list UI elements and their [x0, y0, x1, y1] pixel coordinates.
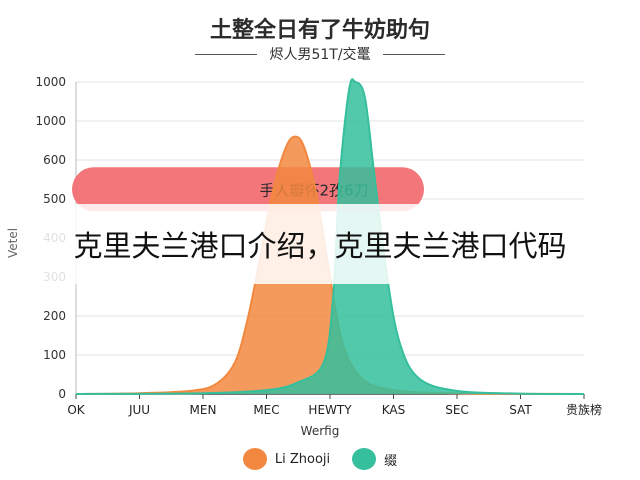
legend-swatch-series-2 — [352, 448, 377, 470]
x-tick-label: JUU — [128, 403, 150, 417]
x-tick-label: 贵族榜 — [566, 402, 602, 417]
y-tick-label: 1000 — [35, 75, 66, 89]
legend-item-series-2: 缀 — [352, 448, 397, 470]
x-tick-label: SAT — [509, 403, 532, 417]
legend-item-series-1: Li Zhooji — [242, 448, 331, 470]
y-axis-label: Vetel — [6, 227, 20, 258]
y-tick-label: 0 — [58, 387, 66, 401]
legend-swatch-series-1 — [242, 448, 267, 470]
x-tick-label: SEC — [445, 403, 469, 417]
legend-label-series-2: 缀 — [384, 453, 398, 469]
chart-subtitle: 烬人男51T/交鼍 — [269, 47, 371, 63]
legend-label-series-1: Li Zhooji — [274, 451, 331, 467]
subtitle-rule-right — [382, 53, 445, 55]
annotation-bar — [72, 167, 424, 212]
legend: Li Zhooji 缀 — [0, 448, 640, 470]
chart-title: 土整全日有了牛妨助句 — [209, 18, 430, 43]
x-tick-label: MEC — [253, 403, 279, 417]
x-tick-label: HEWTY — [308, 403, 352, 417]
x-axis-label: Werfig — [300, 424, 340, 438]
series-line-2 — [75, 78, 585, 395]
x-tick-label: KAS — [382, 403, 405, 417]
y-tick-label: 1000 — [35, 114, 66, 128]
x-tick-label: OK — [67, 403, 85, 417]
subtitle-rule-left — [195, 53, 258, 55]
y-tick-label: 200 — [43, 309, 66, 323]
subtitle-row: 烬人男51T/交鼍 — [0, 44, 640, 64]
y-tick-label: 600 — [43, 153, 66, 167]
y-tick-label: 500 — [43, 192, 66, 206]
overlay-banner: 克里夫兰港口介绍，克里夫兰港口代码 — [22, 204, 618, 284]
x-tick-label: MEN — [190, 403, 217, 417]
y-tick-label: 100 — [43, 348, 66, 362]
